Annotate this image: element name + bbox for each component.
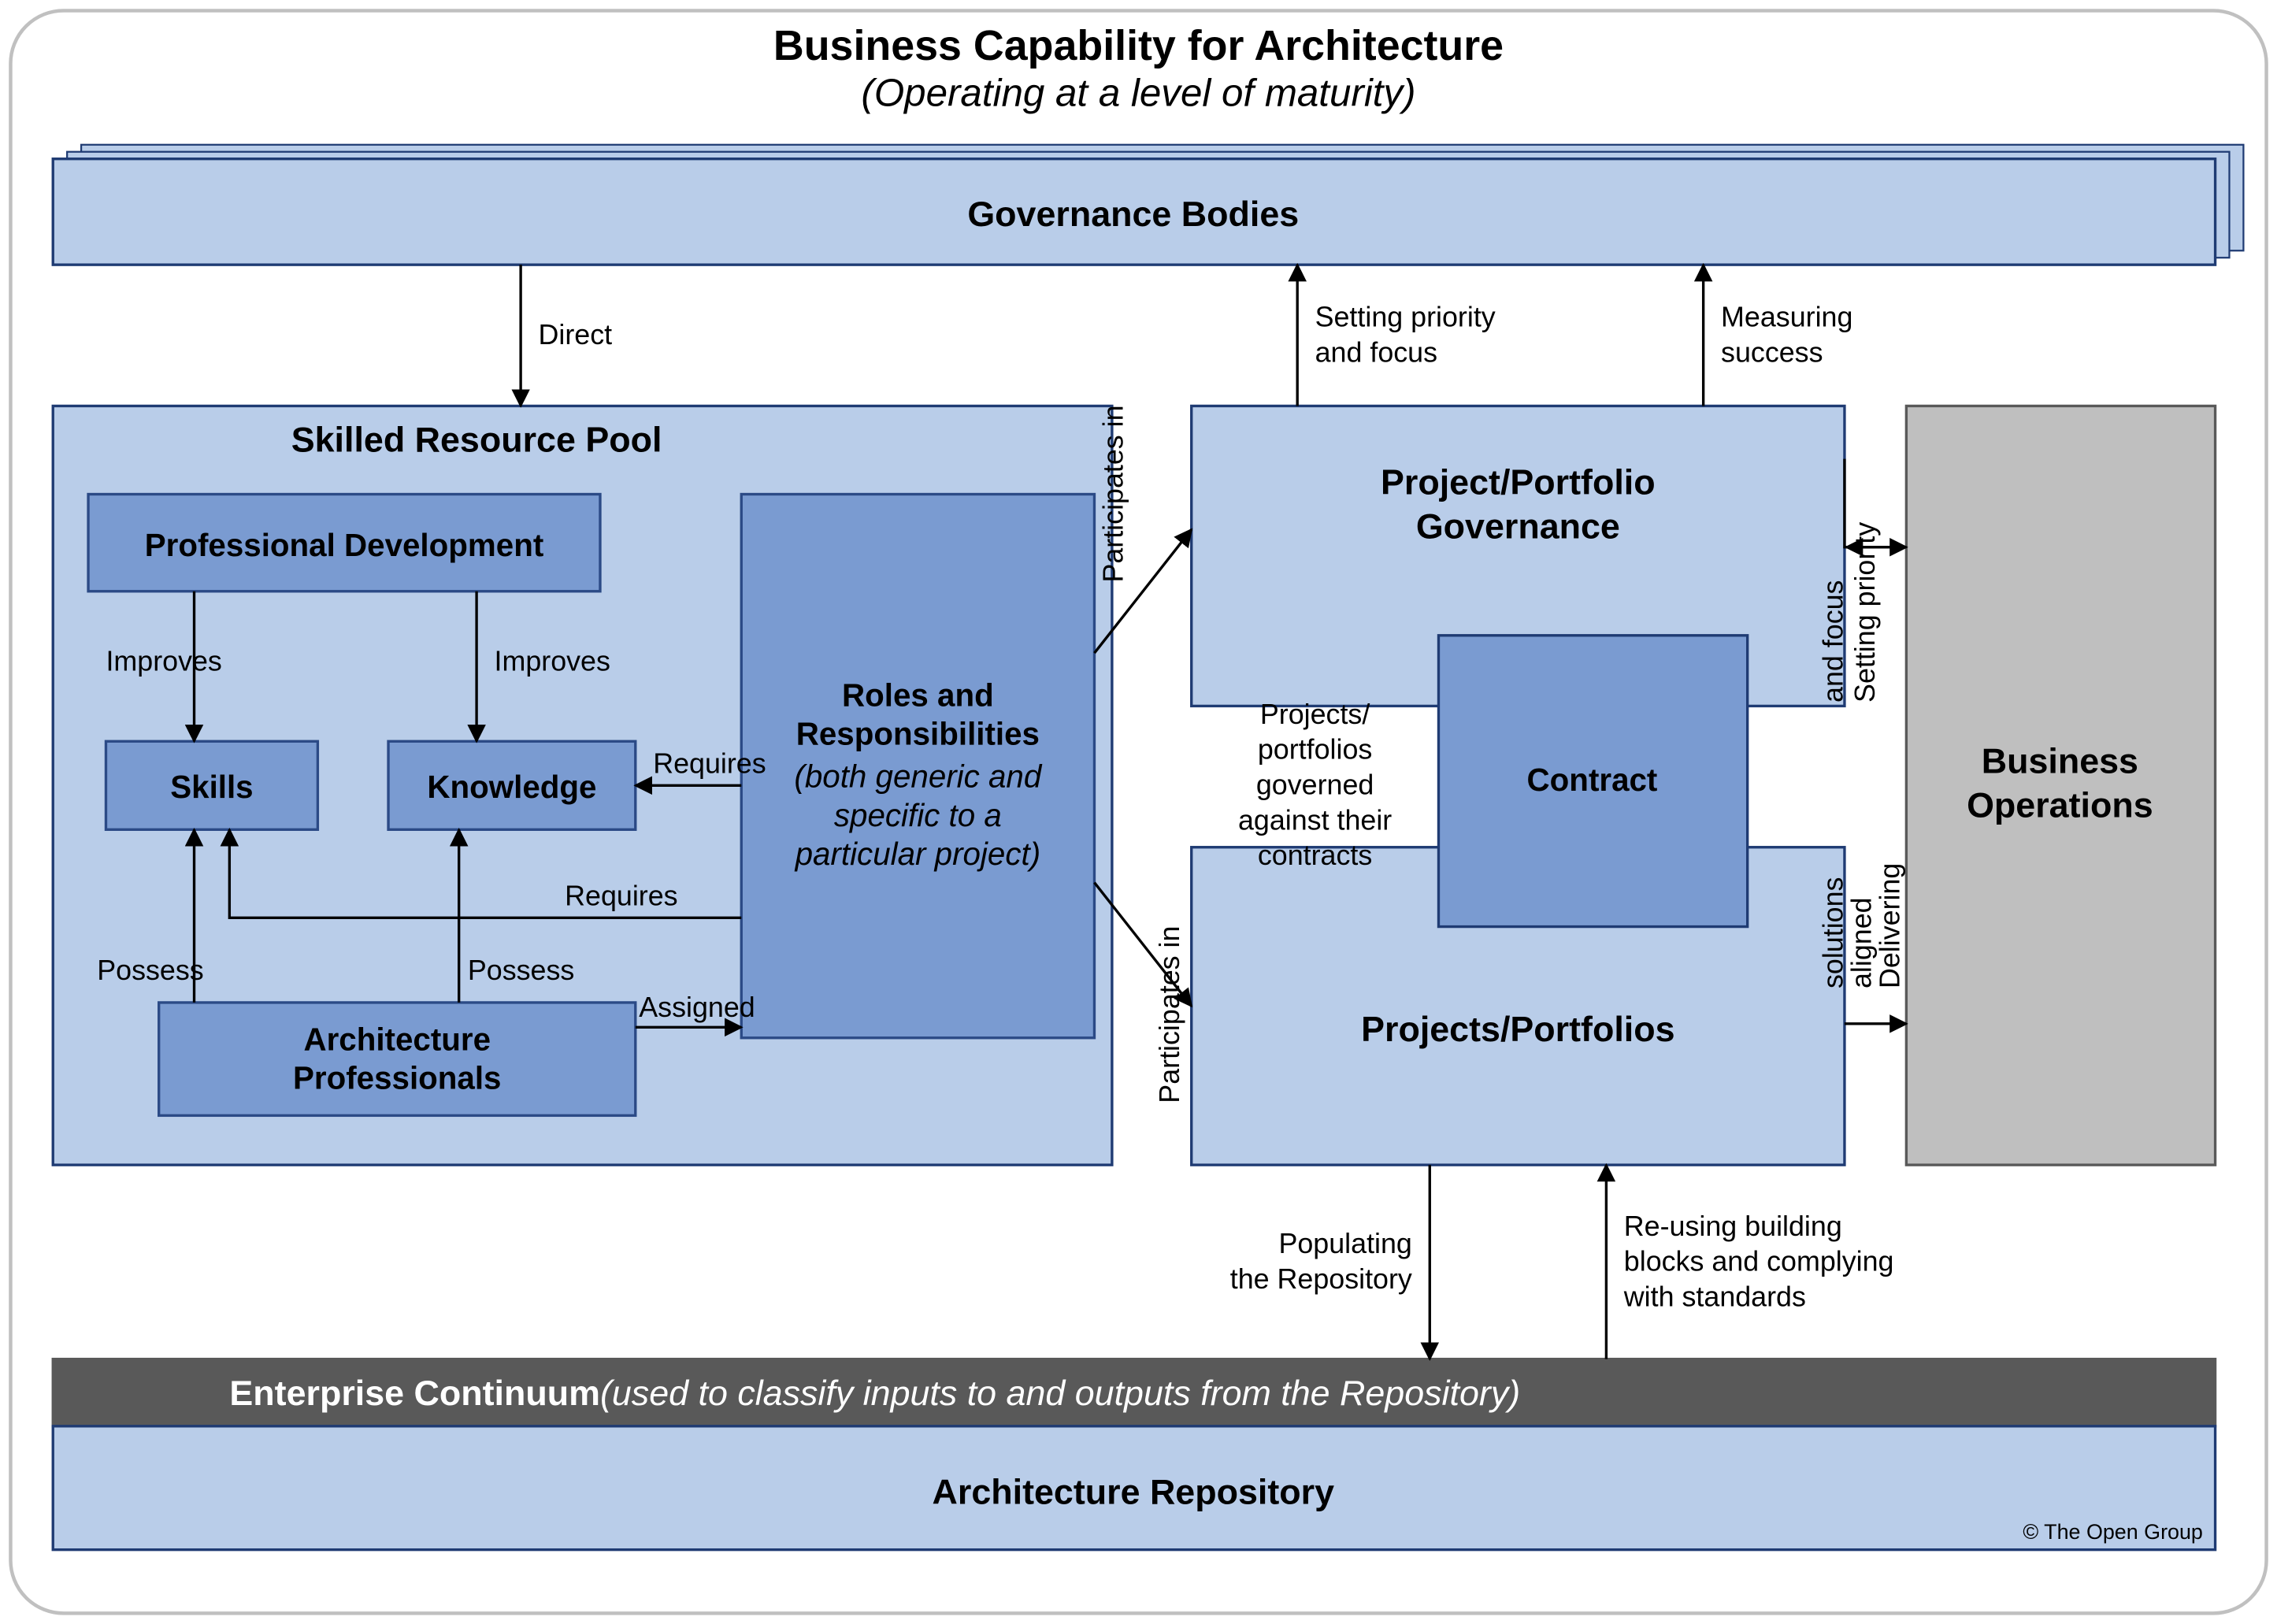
knowledge-label: Knowledge <box>427 769 596 805</box>
edge-participates-in-proj-label: Participates in <box>1154 926 1185 1103</box>
edge-reusing-building-blocks-label-2: with standards <box>1623 1281 1806 1312</box>
skilled-resource-pool-label: Skilled Resource Pool <box>291 421 662 460</box>
edge-projects-governed-text-label-1: portfolios <box>1258 734 1372 766</box>
roles-responsibilities-label-4: particular project) <box>795 836 1041 872</box>
edge-improves-knowledge-label: Improves <box>495 646 610 677</box>
edge-populating-repository-label-0: Populating <box>1278 1228 1411 1259</box>
projects-portfolios-label: Projects/Portfolios <box>1361 1010 1674 1049</box>
edge-measuring-success-label-0: Measuring <box>1721 302 1852 333</box>
edge-assigned-label: Assigned <box>639 992 755 1023</box>
copyright: © The Open Group <box>2023 1520 2202 1544</box>
edge-setting-priority-focus-top-label-1: and focus <box>1315 336 1437 368</box>
edge-delivering-aligned-solutions-label-0: Delivering <box>1874 863 1905 988</box>
roles-responsibilities-label-1: Responsibilities <box>796 716 1040 752</box>
edge-requires-skills-label: Requires <box>565 881 677 912</box>
roles-responsibilities-label-0: Roles and <box>842 677 994 713</box>
business-operations-label-0: Business <box>1982 742 2138 781</box>
edge-delivering-aligned-solutions-label-2: solutions <box>1818 877 1849 988</box>
edge-projects-governed-text-label-4: contracts <box>1258 840 1372 871</box>
roles-responsibilities-label-3: specific to a <box>834 797 1002 833</box>
edge-delivering-aligned-solutions-label-1: aligned <box>1846 897 1878 988</box>
edge-requires-knowledge-label: Requires <box>653 748 766 780</box>
edge-projects-governed-text-label-2: governed <box>1256 769 1374 800</box>
contract-label: Contract <box>1527 762 1658 798</box>
edge-populating-repository-label-1: the Repository <box>1230 1263 1412 1295</box>
diagram-title: Business Capability for Architecture <box>773 22 1504 69</box>
edge-setting-priority-focus-top-label-0: Setting priority <box>1315 302 1496 333</box>
project-portfolio-governance-label-0: Project/Portfolio <box>1381 463 1656 502</box>
diagram-subtitle: (Operating at a level of maturity) <box>861 71 1415 114</box>
architecture-professionals <box>159 1003 636 1115</box>
edge-direct-label: Direct <box>539 319 613 350</box>
edge-setting-priority-focus-side-draw-label-1: and focus <box>1818 580 1849 703</box>
edge-participates-in-gov-label: Participates in <box>1097 405 1129 582</box>
edge-projects-governed-text-label-3: against their <box>1238 804 1392 836</box>
edge-possess-skills-label: Possess <box>97 955 203 986</box>
edge-improves-skills-label: Improves <box>106 646 221 677</box>
professional-development-label: Professional Development <box>145 527 543 563</box>
edge-measuring-success-label-1: success <box>1721 336 1823 368</box>
skills-label: Skills <box>170 769 253 805</box>
architecture-repository-label: Architecture Repository <box>933 1472 1335 1511</box>
business-operations-label-1: Operations <box>1967 786 2153 825</box>
architecture-professionals-label-0: Architecture <box>303 1021 491 1057</box>
edge-projects-governed-text-label-0: Projects/ <box>1260 699 1370 730</box>
edge-possess-knowledge-label: Possess <box>468 955 574 986</box>
project-portfolio-governance-label-1: Governance <box>1416 507 1620 547</box>
roles-responsibilities-label-2: (both generic and <box>794 758 1042 795</box>
governance-bodies-label: Governance Bodies <box>967 195 1299 234</box>
enterprise-continuum-label-1: (used to classify inputs to and outputs … <box>600 1374 1520 1413</box>
edge-reusing-building-blocks-label-0: Re-using building <box>1624 1211 1842 1242</box>
edge-setting-priority-focus-side-draw-label-0: Setting priority <box>1849 522 1881 703</box>
architecture-professionals-label-1: Professionals <box>293 1060 501 1096</box>
edge-reusing-building-blocks-label-1: blocks and complying <box>1624 1246 1894 1277</box>
enterprise-continuum-label-0: Enterprise Continuum <box>229 1374 600 1413</box>
